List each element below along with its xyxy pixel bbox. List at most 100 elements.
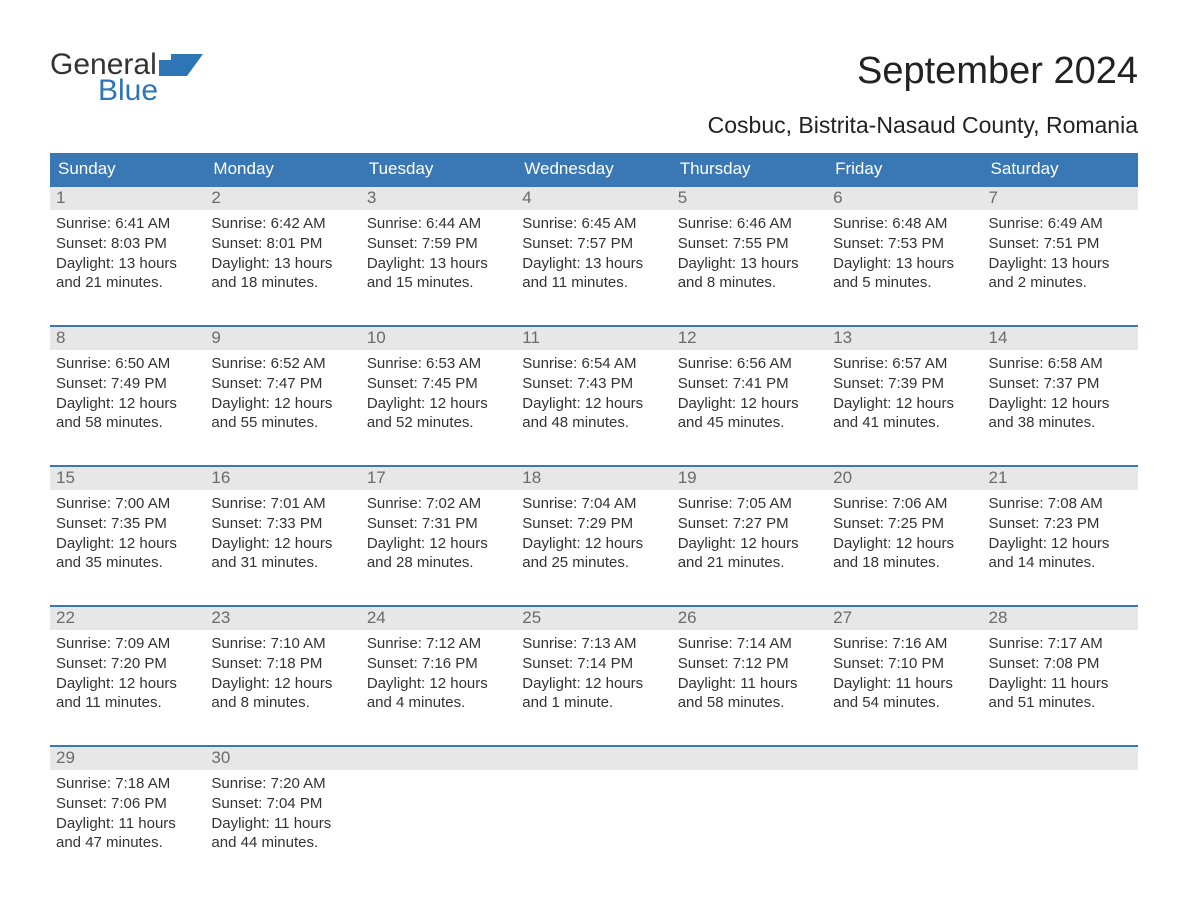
calendar-day: 5Sunrise: 6:46 AMSunset: 7:55 PMDaylight… [672, 187, 827, 307]
calendar-week: 15Sunrise: 7:00 AMSunset: 7:35 PMDayligh… [50, 465, 1138, 587]
day-body: Sunrise: 7:05 AMSunset: 7:27 PMDaylight:… [672, 490, 827, 579]
day-number: 20 [827, 467, 982, 490]
daylight-line-1: Daylight: 11 hours [211, 814, 354, 834]
sunrise-line: Sunrise: 7:06 AM [833, 494, 976, 514]
daylight-line-1: Daylight: 12 hours [833, 394, 976, 414]
calendar-day: 26Sunrise: 7:14 AMSunset: 7:12 PMDayligh… [672, 607, 827, 727]
daylight-line-2: and 55 minutes. [211, 413, 354, 433]
day-number: 5 [672, 187, 827, 210]
daylight-line-1: Daylight: 12 hours [367, 534, 510, 554]
day-number: 4 [516, 187, 671, 210]
sunrise-line: Sunrise: 7:00 AM [56, 494, 199, 514]
sunset-line: Sunset: 7:25 PM [833, 514, 976, 534]
calendar-day [672, 747, 827, 867]
day-body: Sunrise: 6:42 AMSunset: 8:01 PMDaylight:… [205, 210, 360, 299]
daylight-line-1: Daylight: 12 hours [367, 674, 510, 694]
day-number: 6 [827, 187, 982, 210]
calendar-day: 25Sunrise: 7:13 AMSunset: 7:14 PMDayligh… [516, 607, 671, 727]
sunset-line: Sunset: 7:06 PM [56, 794, 199, 814]
day-body: Sunrise: 6:58 AMSunset: 7:37 PMDaylight:… [983, 350, 1138, 439]
calendar-day: 22Sunrise: 7:09 AMSunset: 7:20 PMDayligh… [50, 607, 205, 727]
day-number: 16 [205, 467, 360, 490]
sunset-line: Sunset: 7:41 PM [678, 374, 821, 394]
sunset-line: Sunset: 7:12 PM [678, 654, 821, 674]
sunrise-line: Sunrise: 6:48 AM [833, 214, 976, 234]
sunrise-line: Sunrise: 6:49 AM [989, 214, 1132, 234]
daylight-line-2: and 25 minutes. [522, 553, 665, 573]
daylight-line-1: Daylight: 13 hours [989, 254, 1132, 274]
day-number: 12 [672, 327, 827, 350]
day-body [827, 770, 982, 780]
dow-saturday: Saturday [983, 153, 1138, 185]
daylight-line-2: and 8 minutes. [678, 273, 821, 293]
daylight-line-1: Daylight: 12 hours [367, 394, 510, 414]
sunrise-line: Sunrise: 6:58 AM [989, 354, 1132, 374]
day-number: 30 [205, 747, 360, 770]
logo-word-2: Blue [98, 76, 203, 106]
calendar-week: 1Sunrise: 6:41 AMSunset: 8:03 PMDaylight… [50, 185, 1138, 307]
daylight-line-2: and 15 minutes. [367, 273, 510, 293]
daylight-line-2: and 8 minutes. [211, 693, 354, 713]
day-body: Sunrise: 7:02 AMSunset: 7:31 PMDaylight:… [361, 490, 516, 579]
sunrise-line: Sunrise: 7:18 AM [56, 774, 199, 794]
day-number: 28 [983, 607, 1138, 630]
sunrise-line: Sunrise: 7:14 AM [678, 634, 821, 654]
day-body: Sunrise: 6:56 AMSunset: 7:41 PMDaylight:… [672, 350, 827, 439]
sunrise-line: Sunrise: 7:09 AM [56, 634, 199, 654]
sunset-line: Sunset: 7:18 PM [211, 654, 354, 674]
daylight-line-1: Daylight: 12 hours [522, 394, 665, 414]
daylight-line-2: and 11 minutes. [522, 273, 665, 293]
sunrise-line: Sunrise: 7:16 AM [833, 634, 976, 654]
daylight-line-1: Daylight: 11 hours [989, 674, 1132, 694]
day-number: 26 [672, 607, 827, 630]
daylight-line-1: Daylight: 12 hours [678, 394, 821, 414]
dow-friday: Friday [827, 153, 982, 185]
logo: General Blue [50, 50, 203, 106]
day-body: Sunrise: 7:17 AMSunset: 7:08 PMDaylight:… [983, 630, 1138, 719]
daylight-line-2: and 2 minutes. [989, 273, 1132, 293]
sunset-line: Sunset: 7:33 PM [211, 514, 354, 534]
dow-tuesday: Tuesday [361, 153, 516, 185]
calendar-day: 12Sunrise: 6:56 AMSunset: 7:41 PMDayligh… [672, 327, 827, 447]
calendar-day: 4Sunrise: 6:45 AMSunset: 7:57 PMDaylight… [516, 187, 671, 307]
daylight-line-2: and 48 minutes. [522, 413, 665, 433]
location-subtitle: Cosbuc, Bistrita-Nasaud County, Romania [50, 112, 1138, 139]
day-number: 23 [205, 607, 360, 630]
day-number: 7 [983, 187, 1138, 210]
sunset-line: Sunset: 7:37 PM [989, 374, 1132, 394]
day-number: 24 [361, 607, 516, 630]
daylight-line-2: and 58 minutes. [678, 693, 821, 713]
day-body: Sunrise: 7:08 AMSunset: 7:23 PMDaylight:… [983, 490, 1138, 579]
sunset-line: Sunset: 7:59 PM [367, 234, 510, 254]
day-number [361, 747, 516, 770]
sunrise-line: Sunrise: 7:02 AM [367, 494, 510, 514]
calendar-day: 21Sunrise: 7:08 AMSunset: 7:23 PMDayligh… [983, 467, 1138, 587]
day-number: 18 [516, 467, 671, 490]
daylight-line-1: Daylight: 12 hours [211, 394, 354, 414]
sunset-line: Sunset: 7:31 PM [367, 514, 510, 534]
sunrise-line: Sunrise: 7:08 AM [989, 494, 1132, 514]
sunset-line: Sunset: 8:01 PM [211, 234, 354, 254]
day-number: 9 [205, 327, 360, 350]
daylight-line-2: and 21 minutes. [56, 273, 199, 293]
daylight-line-2: and 4 minutes. [367, 693, 510, 713]
calendar-week: 22Sunrise: 7:09 AMSunset: 7:20 PMDayligh… [50, 605, 1138, 727]
sunset-line: Sunset: 7:43 PM [522, 374, 665, 394]
sunset-line: Sunset: 7:51 PM [989, 234, 1132, 254]
day-body: Sunrise: 6:44 AMSunset: 7:59 PMDaylight:… [361, 210, 516, 299]
sunset-line: Sunset: 7:39 PM [833, 374, 976, 394]
day-body: Sunrise: 7:00 AMSunset: 7:35 PMDaylight:… [50, 490, 205, 579]
day-body: Sunrise: 6:53 AMSunset: 7:45 PMDaylight:… [361, 350, 516, 439]
sunrise-line: Sunrise: 6:57 AM [833, 354, 976, 374]
day-number: 1 [50, 187, 205, 210]
daylight-line-1: Daylight: 13 hours [56, 254, 199, 274]
daylight-line-1: Daylight: 12 hours [678, 534, 821, 554]
calendar-day: 19Sunrise: 7:05 AMSunset: 7:27 PMDayligh… [672, 467, 827, 587]
header: General Blue September 2024 [50, 50, 1138, 106]
day-body: Sunrise: 7:12 AMSunset: 7:16 PMDaylight:… [361, 630, 516, 719]
day-number [516, 747, 671, 770]
daylight-line-2: and 52 minutes. [367, 413, 510, 433]
sunrise-line: Sunrise: 6:41 AM [56, 214, 199, 234]
sunset-line: Sunset: 7:23 PM [989, 514, 1132, 534]
daylight-line-1: Daylight: 12 hours [989, 534, 1132, 554]
